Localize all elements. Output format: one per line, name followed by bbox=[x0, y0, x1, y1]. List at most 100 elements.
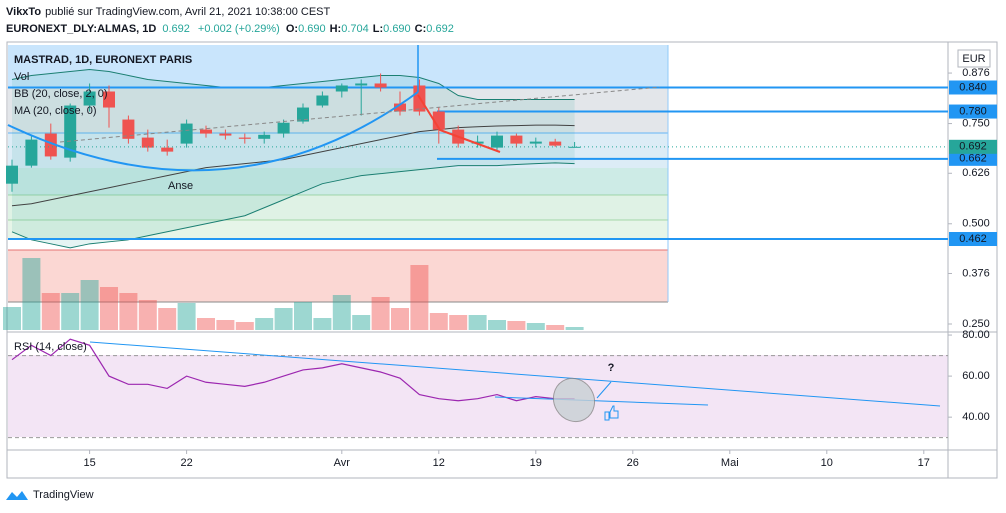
y-tick-label: 0.250 bbox=[962, 318, 990, 330]
volume-bar bbox=[61, 293, 80, 330]
volume-bar bbox=[352, 315, 371, 330]
volume-bar bbox=[216, 320, 235, 330]
publisher: VikxTo bbox=[6, 6, 41, 18]
y-tick-label: 0.876 bbox=[962, 67, 990, 79]
change: +0.002 (+0.29%) bbox=[198, 23, 280, 35]
y-tick-label: 40.00 bbox=[962, 411, 990, 423]
ohlc-value: 0.692 bbox=[426, 23, 454, 35]
volume-bar bbox=[507, 321, 526, 330]
legend-entry: BB (20, close, 2, 0) bbox=[14, 88, 108, 100]
level-label: 0.662 bbox=[959, 153, 987, 165]
y-tick-label: 0.750 bbox=[962, 117, 990, 129]
volume-bar bbox=[332, 295, 351, 330]
y-tick-label: 0.376 bbox=[962, 267, 990, 279]
arc-drawing bbox=[7, 91, 419, 172]
volume-bar bbox=[197, 318, 215, 330]
volume-bar bbox=[546, 325, 565, 330]
candle-body bbox=[335, 85, 348, 92]
volume-bar bbox=[410, 265, 429, 330]
candle-body bbox=[238, 137, 251, 139]
symbol-line: EURONEXT_DLY:ALMAS, 1D 0.692 +0.002 (+0.29… bbox=[6, 23, 454, 35]
legend-entry: RSI (14, close) bbox=[14, 341, 87, 353]
volume-bar bbox=[255, 318, 274, 330]
x-tick-label: 10 bbox=[821, 457, 833, 469]
zone bbox=[8, 220, 668, 240]
candle-body bbox=[122, 119, 135, 139]
volume-bar bbox=[100, 287, 118, 330]
volume-bar bbox=[41, 293, 60, 330]
volume-bar bbox=[526, 323, 545, 330]
volume-bar bbox=[22, 258, 41, 330]
ohlc-label: H: bbox=[330, 23, 342, 35]
rsi-trend-line bbox=[494, 396, 709, 406]
ohlc-label: O: bbox=[286, 23, 298, 35]
bb-line bbox=[11, 68, 575, 101]
volume-bar bbox=[80, 280, 99, 330]
x-tick-label: 26 bbox=[627, 457, 639, 469]
arrow bbox=[596, 381, 612, 399]
ohlc-value: 0.704 bbox=[341, 23, 369, 35]
candle-body bbox=[355, 83, 368, 86]
x-tick-label: 12 bbox=[433, 457, 445, 469]
currency: EUR bbox=[962, 53, 985, 65]
volume-bar bbox=[274, 308, 293, 330]
symbol: EURONEXT_DLY:ALMAS, 1D bbox=[6, 23, 156, 35]
trend-line bbox=[59, 86, 661, 143]
x-tick-label: 22 bbox=[180, 457, 192, 469]
volume-bar bbox=[468, 315, 487, 330]
volume-bar bbox=[391, 308, 409, 330]
candle-body bbox=[180, 123, 193, 144]
candle-body bbox=[277, 122, 290, 134]
logo-icon bbox=[6, 491, 28, 500]
ohlc-value: 0.690 bbox=[383, 23, 411, 35]
level-label: 0.780 bbox=[959, 105, 987, 117]
chart-title: MASTRAD, 1D, EURONEXT PARIS bbox=[14, 54, 192, 66]
volume-bar bbox=[138, 300, 157, 330]
level-label-box bbox=[949, 104, 997, 119]
volume-bar bbox=[158, 308, 177, 330]
zone bbox=[8, 250, 668, 302]
level-label-box bbox=[949, 80, 997, 95]
candle-body bbox=[83, 91, 96, 106]
x-tick-label: 17 bbox=[918, 457, 930, 469]
volume-bar bbox=[3, 307, 21, 330]
candle-body bbox=[64, 105, 77, 158]
volume-bar bbox=[294, 302, 312, 330]
volume-bar bbox=[371, 297, 390, 330]
ellipse bbox=[552, 377, 596, 423]
level-label: 0.462 bbox=[959, 233, 987, 245]
y-tick-label: 80.00 bbox=[962, 329, 990, 341]
ohlc-value: 0.690 bbox=[298, 23, 326, 35]
candle-body bbox=[219, 133, 232, 136]
candle-body bbox=[374, 83, 387, 88]
volume-bar bbox=[449, 315, 468, 330]
last-price-label: 0.692 bbox=[959, 141, 987, 153]
volume-bar bbox=[429, 313, 448, 330]
thumbs-up-icon bbox=[604, 405, 619, 421]
drawings bbox=[7, 45, 941, 423]
ohlc-label: L: bbox=[373, 23, 383, 35]
candle-body bbox=[394, 103, 406, 112]
x-tick-label: Avr bbox=[334, 457, 351, 469]
published: publié sur TradingView.com, Avril 21, 20… bbox=[45, 6, 330, 18]
y-tick-label: 0.626 bbox=[962, 167, 990, 179]
x-tick-label: 15 bbox=[83, 457, 95, 469]
level-label: 0.840 bbox=[959, 81, 987, 93]
candle-body bbox=[549, 141, 562, 146]
rsi-line bbox=[11, 338, 575, 402]
volume-bar bbox=[119, 293, 138, 330]
price: 0.692 bbox=[162, 23, 190, 35]
candle-body bbox=[316, 95, 329, 106]
ohlc-label: C: bbox=[415, 23, 427, 35]
x-tick-label: 19 bbox=[530, 457, 542, 469]
annotation: ? bbox=[608, 362, 615, 374]
candle-body bbox=[6, 165, 18, 184]
candle-body bbox=[471, 141, 484, 144]
candle-body bbox=[200, 129, 212, 134]
candle-body bbox=[141, 137, 154, 148]
candle-body bbox=[491, 135, 503, 148]
ma-line bbox=[11, 124, 575, 207]
currency-box bbox=[957, 49, 991, 68]
legend-entry: MA (20, close, 0) bbox=[14, 105, 97, 117]
